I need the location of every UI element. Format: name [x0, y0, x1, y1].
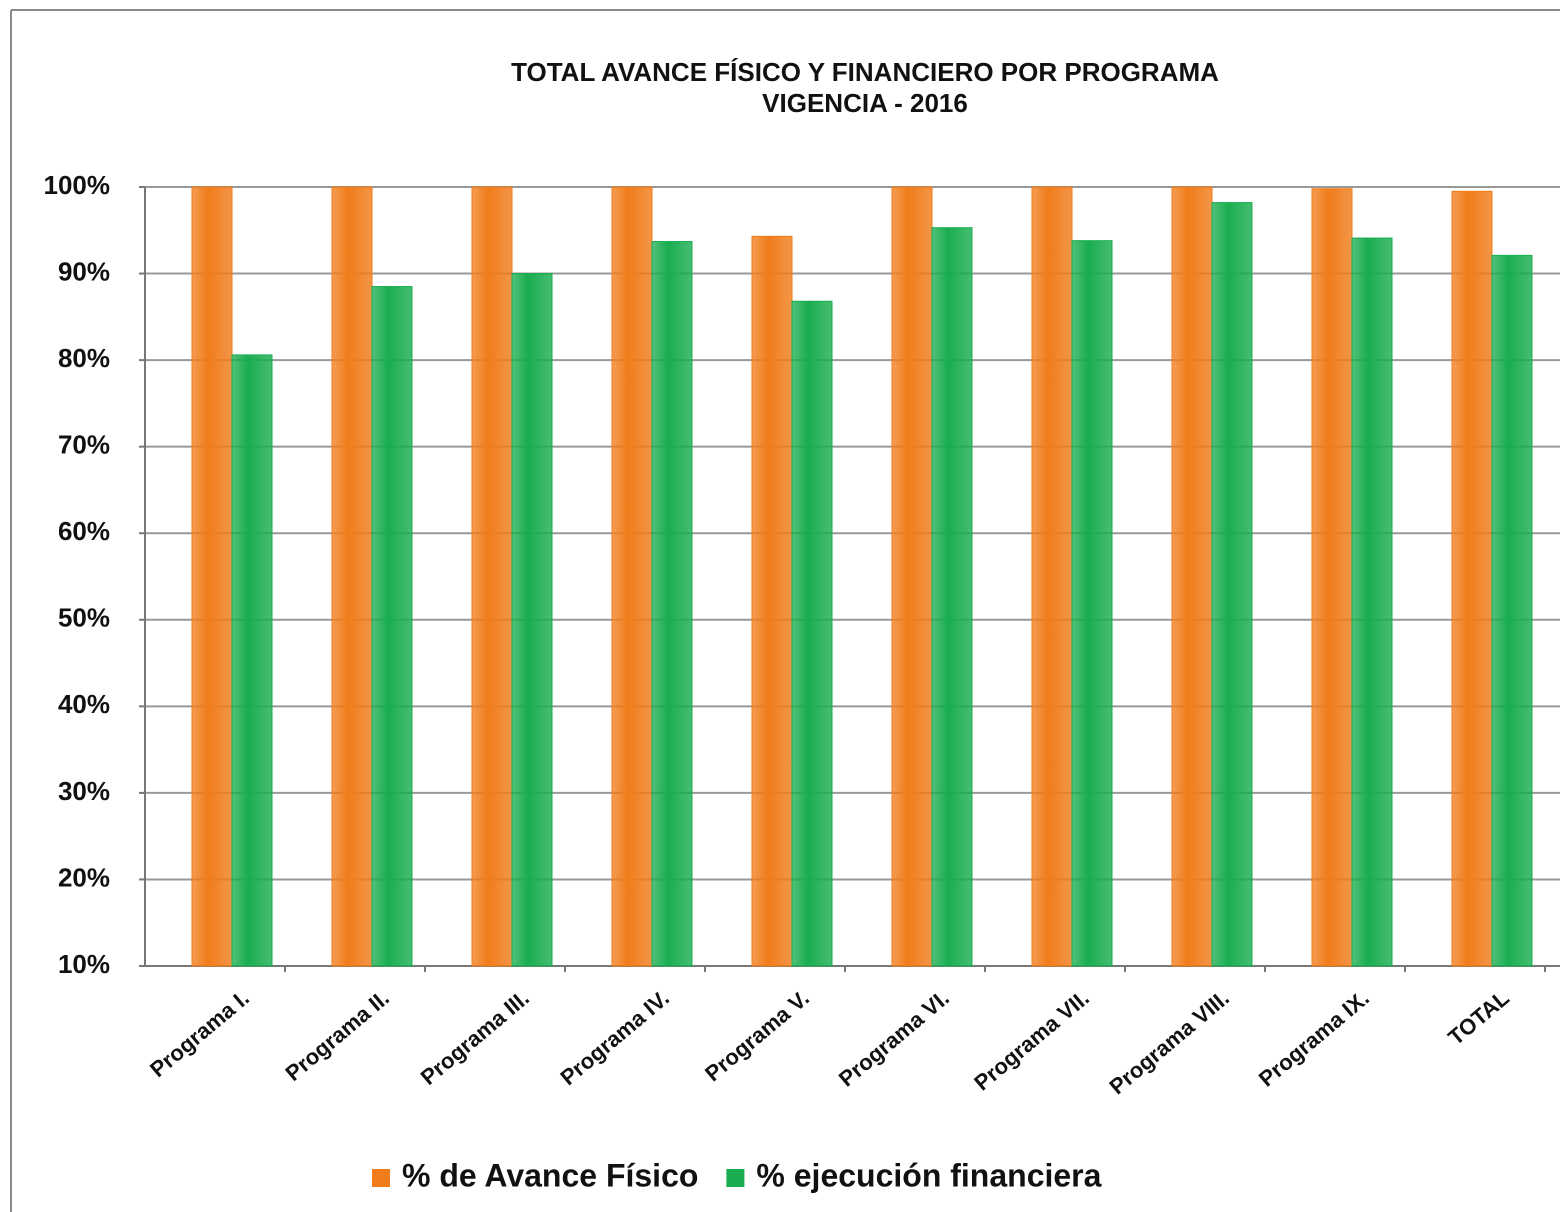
y-tick-label: 70% [58, 430, 110, 460]
y-tick-label: 40% [58, 689, 110, 719]
chart-subtitle: VIGENCIA - 2016 [762, 88, 968, 118]
y-tick-label: 10% [58, 949, 110, 979]
bar [231, 354, 273, 967]
bar [511, 273, 553, 967]
bar [1491, 254, 1533, 967]
bar [611, 186, 653, 967]
bar [1451, 190, 1493, 967]
bar [791, 300, 833, 967]
legend-label: % ejecución financiera [756, 1157, 1101, 1193]
y-tick-label: 100% [44, 170, 111, 200]
bar [1311, 188, 1353, 967]
y-tick-label: 80% [58, 343, 110, 373]
y-tick-label: 30% [58, 776, 110, 806]
bar [1171, 186, 1213, 967]
bar [931, 227, 973, 967]
bar [751, 235, 793, 967]
bar [1071, 240, 1113, 967]
legend-swatch [726, 1169, 745, 1187]
bar [651, 241, 693, 967]
bar [471, 186, 513, 967]
bar [891, 186, 933, 967]
y-tick-label: 60% [58, 516, 110, 546]
legend-label: % de Avance Físico [402, 1157, 698, 1193]
bar [371, 286, 413, 967]
bar [191, 186, 233, 967]
bar [331, 186, 373, 967]
bar [1211, 202, 1253, 967]
legend-swatch [372, 1169, 390, 1187]
y-tick-label: 90% [58, 256, 110, 286]
y-tick-label: 20% [58, 862, 110, 892]
chart-title: TOTAL AVANCE FÍSICO Y FINANCIERO POR PRO… [511, 57, 1219, 87]
y-tick-label: 50% [58, 603, 110, 633]
bar [1031, 186, 1073, 967]
bar [1351, 237, 1393, 967]
